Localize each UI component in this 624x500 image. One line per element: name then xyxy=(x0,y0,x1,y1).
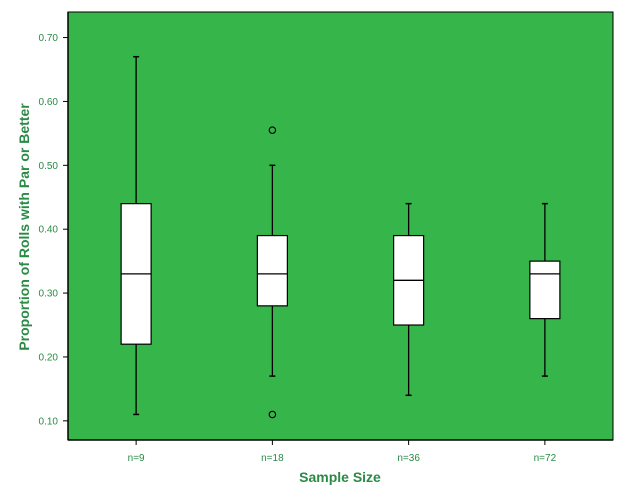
box-group xyxy=(393,202,425,397)
x-tick-label: n=72 xyxy=(534,453,557,464)
box-iqr xyxy=(529,260,561,320)
y-axis: 0.10 0.20 0.30 0.40 0.50 0.60 0.70 xyxy=(39,12,69,440)
outlier-point xyxy=(268,410,277,419)
y-tick-label: 0.60 xyxy=(39,97,59,108)
box-series xyxy=(120,55,561,419)
box-group xyxy=(120,55,152,416)
x-tick-label: n=18 xyxy=(261,453,284,464)
plot-area xyxy=(67,11,614,441)
y-tick-label: 0.20 xyxy=(39,352,59,363)
outlier-point xyxy=(268,126,277,134)
y-tick-label: 0.70 xyxy=(39,33,59,44)
y-tick-label: 0.30 xyxy=(39,289,59,300)
y-tick-label: 0.10 xyxy=(39,416,59,427)
y-axis-title: Proportion of Rolls with Par or Better xyxy=(16,103,32,351)
x-axis-title: Sample Size xyxy=(299,469,381,485)
y-tick-label: 0.50 xyxy=(39,161,59,172)
y-tick-label: 0.40 xyxy=(39,225,59,236)
x-axis: n=9 n=18 n=36 n=72 xyxy=(68,439,613,464)
x-tick-label: n=36 xyxy=(397,453,420,464)
x-tick-label: n=9 xyxy=(128,453,145,464)
box-group xyxy=(529,202,561,377)
box-group xyxy=(256,126,288,419)
box-iqr xyxy=(256,234,288,307)
